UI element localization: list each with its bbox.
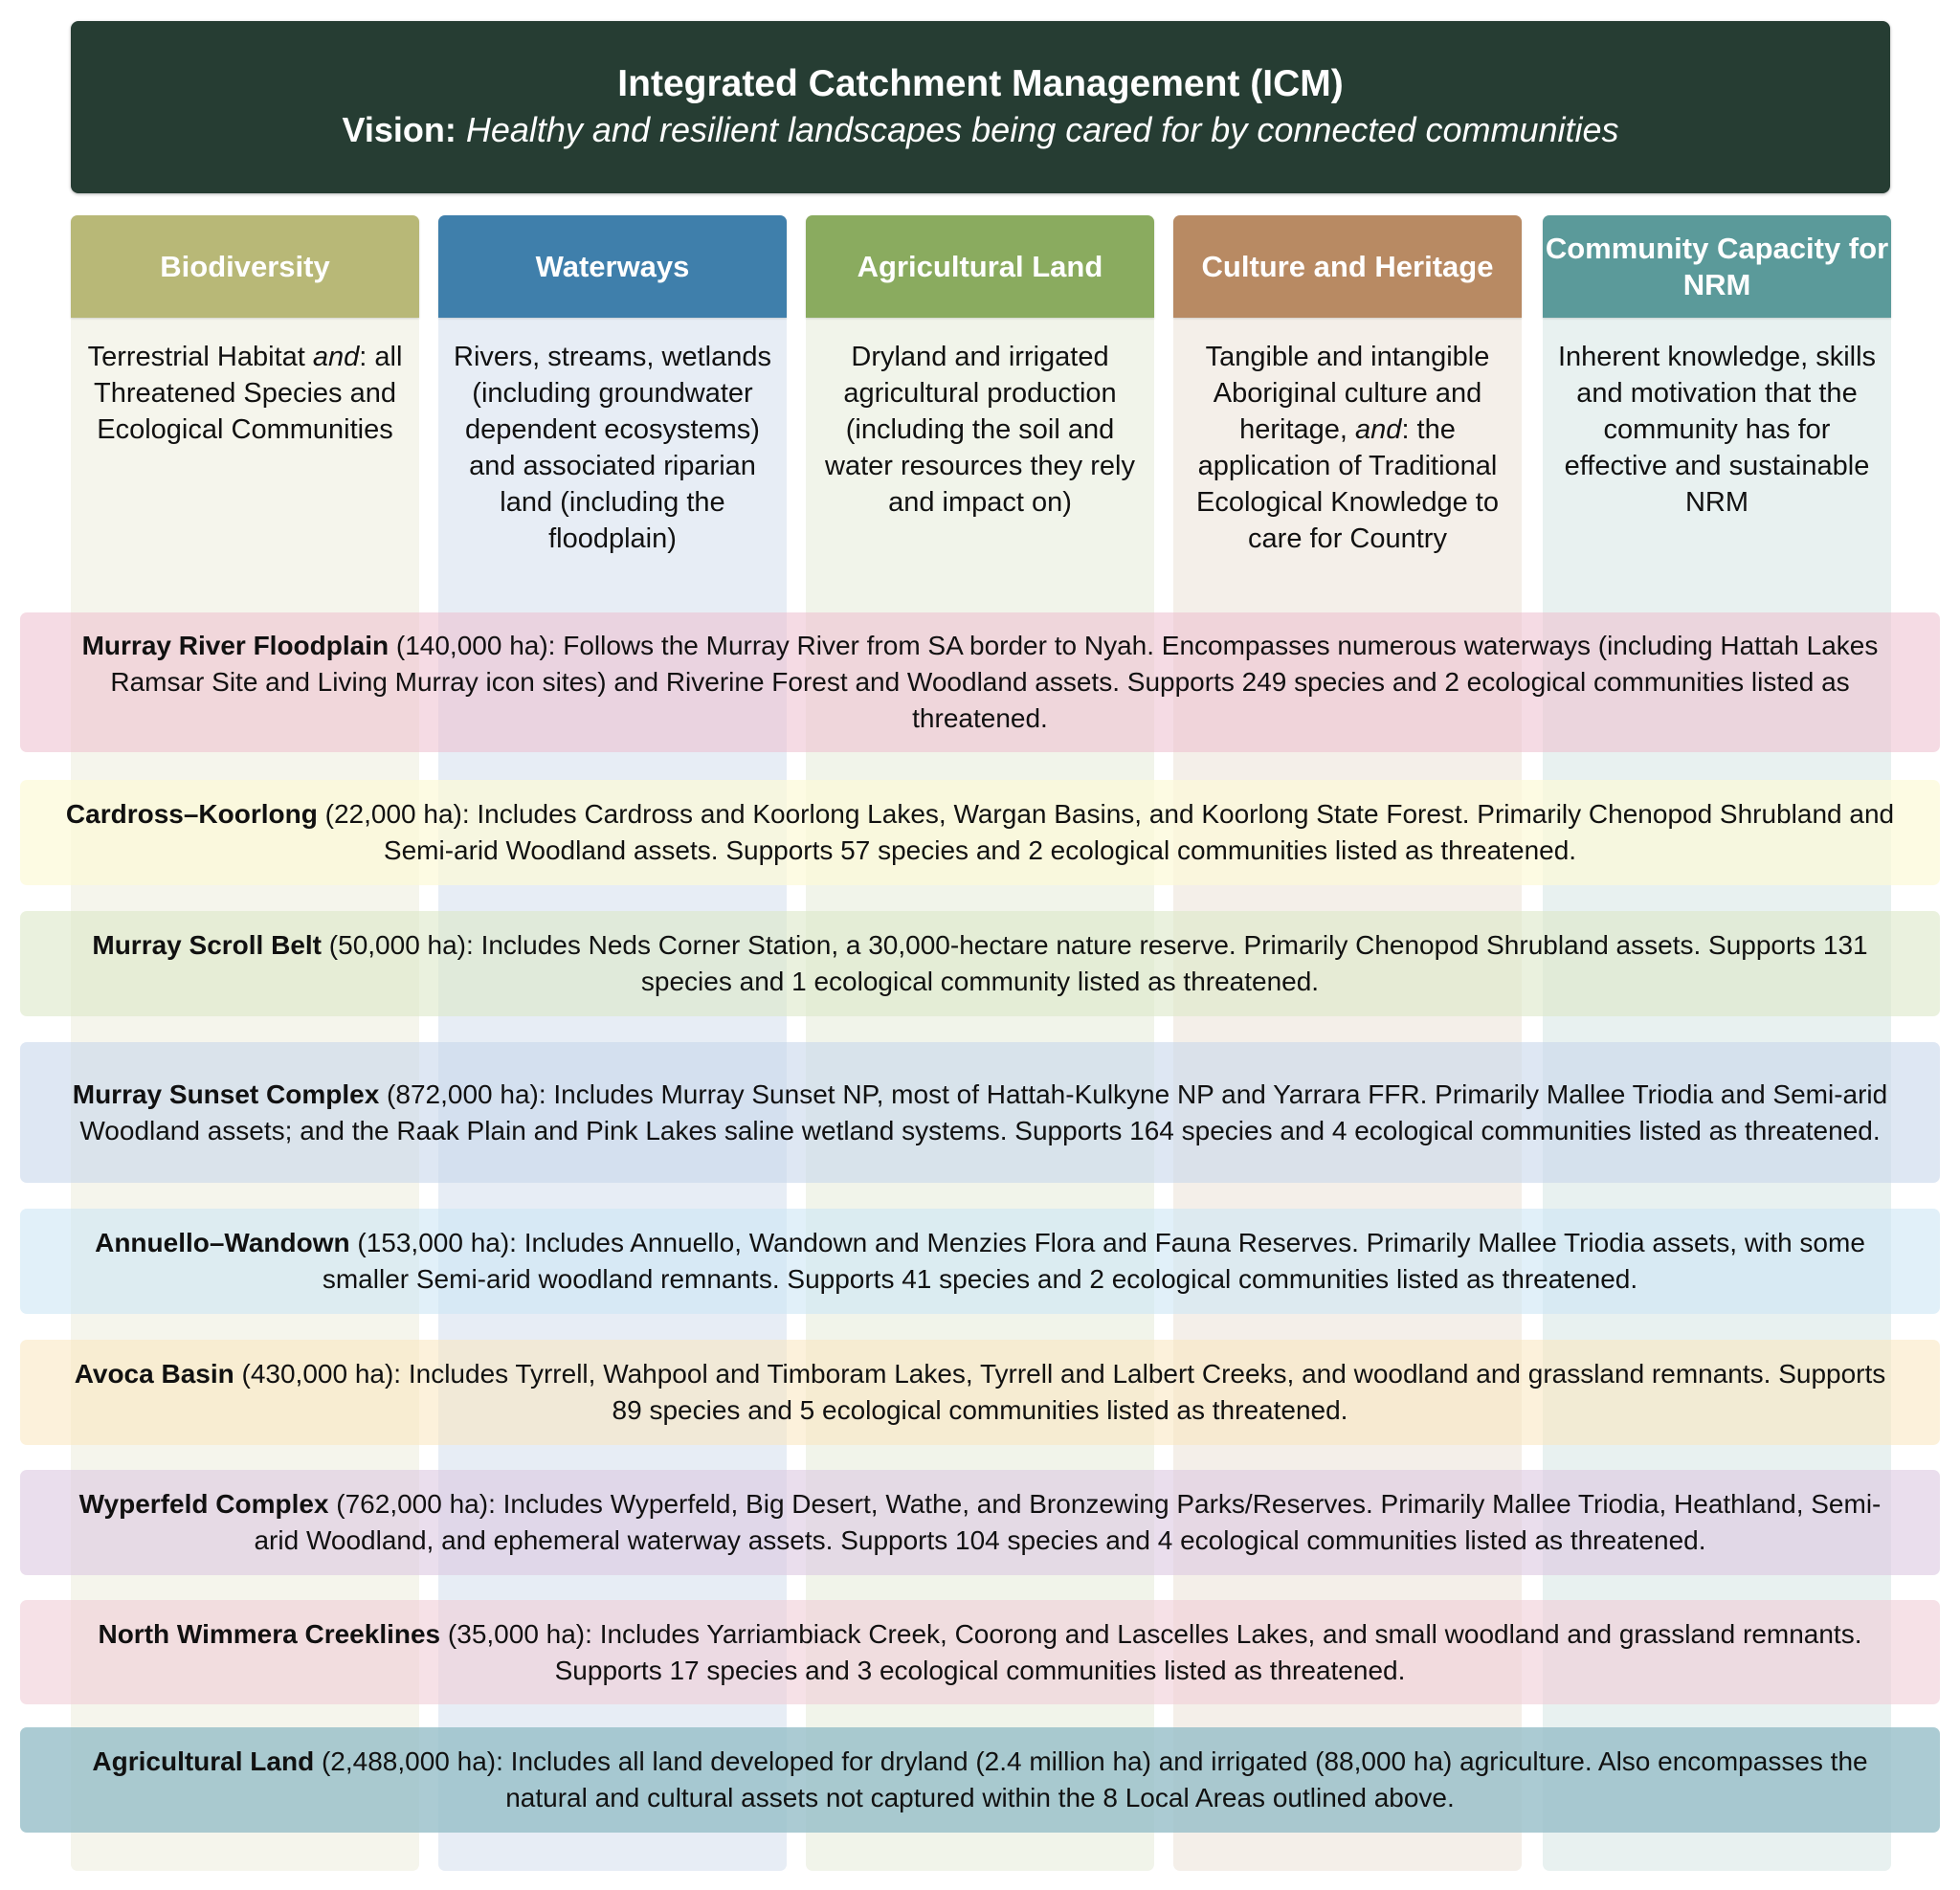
local-area-description: (762,000 ha): Includes Wyperfeld, Big De… [254,1489,1882,1555]
theme-description: Tangible and intangible Aboriginal cultu… [1173,318,1522,557]
theme-description: Inherent knowledge, skills and motivatio… [1543,318,1891,521]
desc-text: : the application of Traditional Ecologi… [1196,414,1499,554]
local-area-text: Wyperfeld Complex (762,000 ha): Includes… [62,1486,1898,1559]
desc-emphasis: and [1355,414,1402,445]
local-area-name: Murray Scroll Belt [92,930,323,960]
local-area-name: Wyperfeld Complex [78,1489,329,1519]
theme-description: Rivers, streams, wetlands (including gro… [438,318,787,557]
desc-text: : all Threatened Species and Ecological … [94,342,403,445]
desc-text: Tangible and intangible Aboriginal cultu… [1205,342,1490,445]
local-area-band: Cardross–Koorlong (22,000 ha): Includes … [20,780,1940,885]
vision-statement: Vision: Healthy and resilient landscapes… [71,107,1890,153]
local-area-band: Murray River Floodplain (140,000 ha): Fo… [20,612,1940,752]
local-area-name: Avoca Basin [74,1359,234,1389]
desc-text: Inherent knowledge, skills and motivatio… [1557,342,1877,518]
local-area-text: Avoca Basin (430,000 ha): Includes Tyrre… [62,1356,1898,1429]
local-area-band: Wyperfeld Complex (762,000 ha): Includes… [20,1470,1940,1575]
local-area-name: Annuello–Wandown [95,1228,350,1257]
local-area-description: (430,000 ha): Includes Tyrrell, Wahpool … [234,1359,1886,1425]
local-area-text: North Wimmera Creeklines (35,000 ha): In… [62,1616,1898,1689]
theme-header: Community Capacity for NRM [1543,215,1891,318]
icm-banner: Integrated Catchment Management (ICM) Vi… [71,21,1890,193]
theme-title: Waterways [535,249,690,283]
local-area-name: North Wimmera Creeklines [98,1618,441,1649]
local-area-band: Avoca Basin (430,000 ha): Includes Tyrre… [20,1340,1940,1445]
vision-text: Healthy and resilient landscapes being c… [465,110,1619,149]
local-area-description: (50,000 ha): Includes Neds Corner Statio… [322,930,1868,996]
desc-emphasis: and [312,342,360,372]
theme-header: Agricultural Land [806,215,1154,318]
theme-header: Waterways [438,215,787,318]
local-area-description: (872,000 ha): Includes Murray Sunset NP,… [79,1078,1888,1145]
local-area-text: Agricultural Land (2,488,000 ha): Includ… [62,1744,1898,1816]
desc-text: Dryland and irrigated agricultural produ… [825,342,1135,518]
local-area-name: Murray Sunset Complex [72,1078,380,1109]
desc-text: Terrestrial Habitat [87,342,313,372]
page-title: Integrated Catchment Management (ICM) [617,63,1344,104]
local-area-description: (22,000 ha): Includes Cardross and Koorl… [317,799,1895,865]
local-area-name: Cardross–Koorlong [65,799,318,829]
local-area-name: Murray River Floodplain [81,631,390,660]
local-area-text: Murray Sunset Complex (872,000 ha): Incl… [62,1077,1898,1149]
theme-title: Biodiversity [160,249,330,283]
local-area-name: Agricultural Land [92,1746,315,1776]
theme-description: Dryland and irrigated agricultural produ… [806,318,1154,521]
local-area-band: Annuello–Wandown (153,000 ha): Includes … [20,1209,1940,1314]
local-area-band: Murray Sunset Complex (872,000 ha): Incl… [20,1042,1940,1183]
theme-title: Community Capacity for NRM [1545,231,1889,301]
local-area-band: Agricultural Land (2,488,000 ha): Includ… [20,1727,1940,1833]
theme-header: Biodiversity [71,215,419,318]
local-area-description: (2,488,000 ha): Includes all land develo… [314,1746,1868,1812]
local-area-text: Murray River Floodplain (140,000 ha): Fo… [62,628,1898,737]
theme-description: Terrestrial Habitat and: all Threatened … [71,318,419,448]
local-area-description: (140,000 ha): Follows the Murray River f… [110,631,1879,733]
local-area-description: (153,000 ha): Includes Annuello, Wandown… [322,1228,1865,1294]
local-area-text: Cardross–Koorlong (22,000 ha): Includes … [62,796,1898,869]
theme-title: Culture and Heritage [1201,249,1494,283]
vision-label: Vision: [342,110,457,149]
local-area-text: Annuello–Wandown (153,000 ha): Includes … [62,1225,1898,1298]
local-area-band: Murray Scroll Belt (50,000 ha): Includes… [20,911,1940,1016]
desc-text: Rivers, streams, wetlands (including gro… [454,342,771,554]
theme-title: Agricultural Land [857,249,1103,283]
local-area-text: Murray Scroll Belt (50,000 ha): Includes… [62,927,1898,1000]
theme-header: Culture and Heritage [1173,215,1522,318]
local-area-description: (35,000 ha): Includes Yarriambiack Creek… [440,1618,1862,1685]
local-area-band: North Wimmera Creeklines (35,000 ha): In… [20,1600,1940,1704]
